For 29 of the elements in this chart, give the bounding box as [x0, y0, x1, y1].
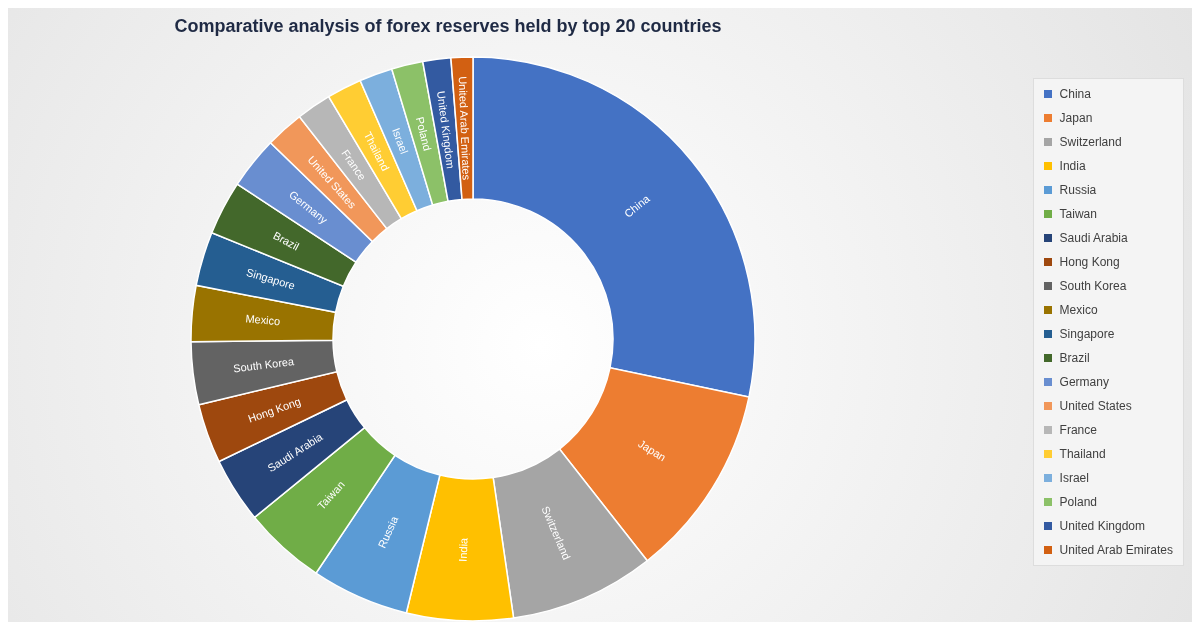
legend-label: France — [1058, 422, 1098, 439]
legend-label: United Kingdom — [1058, 518, 1146, 535]
legend-label: United Arab Emirates — [1058, 542, 1173, 559]
slice-label: Mexico — [244, 312, 281, 328]
slice-label: Poland — [413, 115, 434, 152]
legend-label: Hong Kong — [1058, 254, 1121, 271]
legend-label: United States — [1058, 398, 1133, 415]
legend-label: Singapore — [1058, 326, 1116, 343]
legend-label: Thailand — [1058, 446, 1107, 463]
legend-label: Japan — [1058, 110, 1094, 127]
legend-label: South Korea — [1058, 278, 1128, 295]
legend-label: Mexico — [1058, 302, 1099, 319]
slice-label: India — [456, 536, 470, 562]
legend-label: Poland — [1058, 494, 1098, 511]
chart-title: Comparative analysis of forex reserves held by top 20 countries — [173, 16, 723, 37]
legend-label: Taiwan — [1058, 206, 1098, 223]
slice-label: United Kingdom — [434, 90, 457, 170]
legend-label: Russia — [1058, 182, 1098, 199]
slice-label: South Korea — [232, 354, 296, 375]
legend-label: Brazil — [1058, 350, 1091, 367]
legend-label: India — [1058, 158, 1087, 175]
legend-label: Saudi Arabia — [1058, 230, 1129, 247]
legend-label: Switzerland — [1058, 134, 1123, 151]
slice-label: Israel — [390, 126, 411, 156]
legend-label: China — [1058, 86, 1092, 103]
legend-label: Israel — [1058, 470, 1090, 487]
slice-label: Hong Kong — [246, 394, 303, 425]
legend-label: Germany — [1058, 374, 1110, 391]
slice-label: United Arab Emirates — [456, 76, 473, 181]
